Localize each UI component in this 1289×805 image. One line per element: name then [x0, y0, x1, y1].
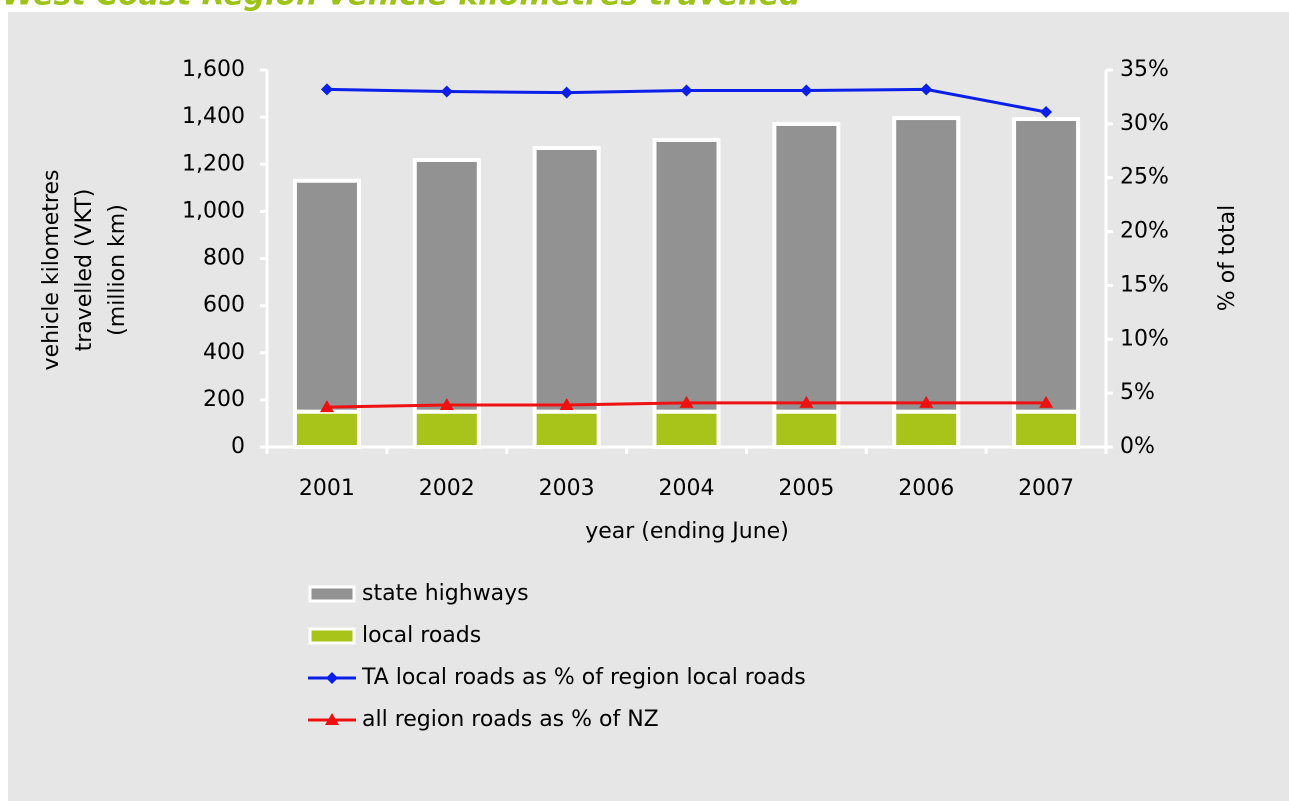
- y-axis-label-line: travelled (VKT): [72, 189, 97, 352]
- x-tick-label: 2005: [778, 476, 834, 501]
- y-tick-label: 1,400: [182, 104, 245, 129]
- bar: [772, 409, 841, 449]
- line-marker: [320, 83, 333, 96]
- bar: [1012, 117, 1081, 414]
- y2-tick-label: 15%: [1120, 272, 1169, 297]
- x-tick-label: 2006: [898, 476, 954, 501]
- legend-label: all region roads as % of NZ: [362, 707, 659, 732]
- bar: [412, 158, 481, 414]
- line-marker: [799, 395, 814, 408]
- line-marker: [559, 397, 574, 410]
- y2-tick-label: 35%: [1120, 57, 1169, 82]
- y-tick-label: 1,000: [182, 198, 245, 223]
- bar: [532, 409, 601, 449]
- y-tick-label: 200: [203, 387, 245, 412]
- legend-label: local roads: [362, 623, 481, 648]
- y-axis-label-line: (million km): [105, 204, 130, 336]
- chart-title: West Coast Region vehicle kilometres tra…: [2, 0, 801, 13]
- bar: [892, 116, 961, 414]
- y2-tick-label: 0%: [1120, 434, 1155, 459]
- y-tick-label: 0: [231, 434, 245, 459]
- legend-swatch: [308, 627, 356, 645]
- bar: [412, 409, 481, 449]
- x-tick-label: 2007: [1018, 476, 1074, 501]
- line-marker: [920, 83, 933, 96]
- line-marker: [1039, 395, 1054, 408]
- bar: [1012, 409, 1081, 449]
- legend-label: state highways: [362, 581, 529, 606]
- y2-tick-label: 5%: [1120, 380, 1155, 405]
- line-marker: [325, 713, 339, 725]
- y-tick-label: 1,600: [182, 57, 245, 82]
- bar: [292, 178, 361, 414]
- y-axis-label-line: vehicle kilometres: [39, 170, 64, 371]
- bar: [652, 137, 721, 414]
- line-marker: [319, 400, 334, 413]
- bar: [652, 409, 721, 449]
- y-tick-label: 800: [203, 246, 245, 271]
- y2-tick-label: 10%: [1120, 326, 1169, 351]
- bar: [292, 409, 361, 449]
- line-marker: [800, 84, 813, 97]
- legend-swatch: [308, 585, 356, 603]
- legend-label: TA local roads as % of region local road…: [361, 665, 806, 690]
- y2-tick-label: 20%: [1120, 219, 1169, 244]
- bar: [772, 121, 841, 414]
- y-axis-label: vehicle kilometres travelled (VKT) (mill…: [39, 170, 130, 371]
- x-axis-label: year (ending June): [585, 519, 789, 544]
- bar: [532, 145, 601, 414]
- bar: [892, 409, 961, 449]
- x-tick-label: 2002: [419, 476, 475, 501]
- x-tick-label: 2003: [539, 476, 595, 501]
- line-marker: [439, 397, 454, 410]
- line-marker: [679, 395, 694, 408]
- y2-tick-label: 25%: [1120, 165, 1169, 190]
- y-tick-label: 1,200: [182, 151, 245, 176]
- line-marker: [919, 395, 934, 408]
- y2-axis-label: % of total: [1215, 205, 1240, 311]
- y-tick-label: 600: [203, 293, 245, 318]
- x-tick-label: 2001: [299, 476, 355, 501]
- line-marker: [1040, 106, 1053, 119]
- line-marker: [560, 86, 573, 99]
- y2-tick-label: 30%: [1120, 111, 1169, 136]
- line-marker: [680, 84, 693, 97]
- x-tick-label: 2004: [659, 476, 715, 501]
- line-marker: [440, 85, 453, 98]
- y-tick-label: 400: [203, 340, 245, 365]
- line-marker: [326, 672, 338, 684]
